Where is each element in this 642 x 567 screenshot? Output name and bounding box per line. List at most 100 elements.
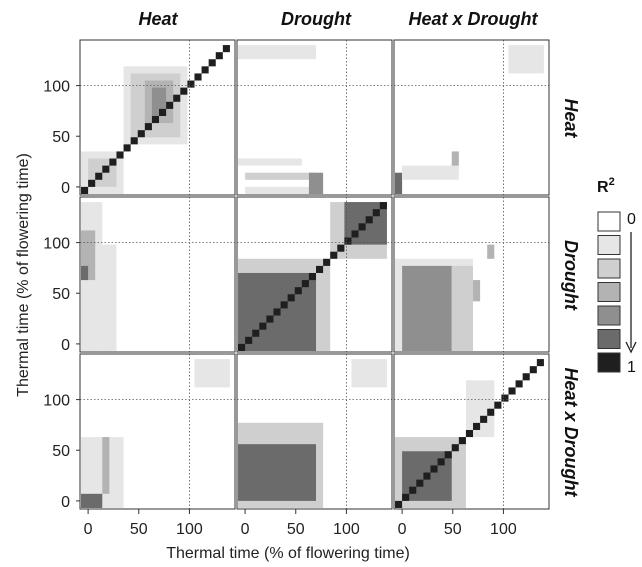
heatmap-cell-diagonal — [451, 444, 459, 452]
x-tick-label: 100 — [333, 521, 360, 538]
y-tick-label: 50 — [52, 129, 70, 146]
heatmap-cell-diagonal — [536, 359, 544, 367]
heatmap-cell-diagonal — [323, 258, 331, 266]
heatmap-cell-diagonal — [238, 343, 246, 351]
heatmap-cell-diagonal — [344, 237, 352, 245]
legend-swatch — [597, 211, 621, 232]
heatmap-cell-diagonal — [173, 94, 181, 102]
heatmap-cell-diagonal — [351, 230, 359, 238]
heatmap-cell-diagonal — [137, 130, 145, 138]
heatmap-cell-diagonal — [522, 373, 530, 381]
heatmap-cell-diagonal — [437, 458, 445, 466]
heatmap-cell-diagonal — [316, 265, 324, 273]
panel-1 — [236, 39, 393, 196]
legend-swatch — [597, 329, 621, 349]
column-titles: Heat Drought Heat x Drought — [138, 9, 538, 29]
heatmap-cell-diagonal — [102, 165, 110, 173]
heatmap-cell-block — [402, 265, 452, 351]
row-title-heat: Heat — [561, 98, 581, 138]
heatmap-cell-diagonal — [365, 216, 373, 224]
heatmap-cell-block — [81, 265, 89, 281]
heatmap-cell-diagonal — [501, 394, 509, 402]
x-tick-label: 50 — [130, 521, 148, 538]
legend-swatch — [597, 282, 621, 302]
panel-7 — [236, 353, 393, 510]
heatmap-cell-diagonal — [379, 202, 387, 210]
y-tick-label: 50 — [52, 443, 70, 460]
heatmap-cell-diagonal — [81, 186, 89, 194]
heatmap-cell-diagonal — [201, 66, 209, 74]
heatmap-cell-diagonal — [280, 301, 288, 309]
heatmap-cell-diagonal — [487, 408, 495, 416]
panel-frame — [236, 196, 393, 353]
heatmap-cell-diagonal — [151, 115, 160, 124]
x-tick-label: 50 — [444, 521, 462, 538]
heatmap-cell-block — [194, 359, 230, 388]
heatmap-cell-diagonal — [109, 158, 117, 166]
heatmap-cell-block — [508, 45, 544, 74]
heatmap-cell-diagonal — [416, 479, 424, 487]
heatmap-cell-block — [451, 151, 459, 166]
y-tick-label: 100 — [43, 236, 70, 253]
heatmap-cell-block — [245, 172, 317, 180]
heatmap-cell-diagonal — [95, 172, 103, 180]
panel-frame — [393, 196, 550, 353]
heatmap-cell-diagonal — [144, 123, 152, 131]
panel-frame — [79, 39, 236, 196]
heatmap-cell-diagonal — [465, 429, 474, 438]
heatmap-panels — [79, 39, 550, 510]
heatmap-cell-diagonal — [423, 472, 431, 480]
legend-top-label: 0 — [627, 211, 636, 228]
x-tick-label: 100 — [176, 521, 203, 538]
legend-arrow-head — [625, 341, 637, 354]
legend-swatches — [597, 211, 621, 373]
y-tick-label: 0 — [61, 180, 70, 197]
heatmap-cell-diagonal — [430, 465, 438, 473]
row-title-heat-x-drought: Heat x Drought — [561, 367, 581, 497]
heatmap-cell-diagonal — [402, 493, 410, 501]
heatmap-cell-diagonal — [358, 223, 366, 231]
x-axis-label: Thermal time (% of flowering time) — [166, 545, 410, 562]
panel-4 — [236, 196, 393, 353]
heatmap-cell-block — [451, 265, 474, 351]
panel-background — [237, 40, 392, 195]
legend-title-superscript: 2 — [609, 176, 615, 188]
x-tick-label: 0 — [241, 521, 250, 538]
heatmap-cell-block — [487, 244, 495, 259]
panel-frame — [393, 39, 550, 196]
heatmap-cell-diagonal — [372, 209, 380, 217]
heatmap-cell-block — [473, 280, 481, 302]
heatmap-cell-diagonal — [273, 308, 281, 316]
heatmap-cell-diagonal — [301, 280, 309, 288]
panel-8 — [393, 353, 550, 510]
column-title-drought: Drought — [281, 9, 352, 29]
panel-frame — [236, 353, 393, 510]
legend-swatch — [597, 258, 621, 279]
row-titles: Heat Drought Heat x Drought — [561, 98, 581, 497]
heatmap-cell-diagonal — [308, 272, 317, 281]
legend-swatch — [597, 352, 621, 373]
panel-6 — [79, 353, 236, 510]
heatmap-cell-diagonal — [180, 87, 188, 95]
heatmap-cell-diagonal — [473, 422, 481, 430]
heatmap-cell-diagonal — [330, 251, 338, 259]
heatmap-cell-diagonal — [130, 137, 138, 145]
x-tick-labels: 0 50 100 0 50 100 0 50 100 — [84, 509, 517, 538]
heatmap-cell-diagonal — [159, 108, 167, 116]
heatmap-cell-diagonal — [458, 437, 466, 445]
heatmap-cell-diagonal — [395, 500, 403, 508]
column-title-heat-x-drought: Heat x Drought — [408, 9, 538, 29]
heatmap-cell-block — [238, 444, 317, 501]
x-tick-label: 0 — [84, 521, 93, 538]
heatmap-cell-diagonal — [287, 294, 295, 302]
r2-legend: R2 0 1 — [597, 176, 637, 376]
heatmap-cell-diagonal — [480, 415, 488, 423]
heatmap-cell-diagonal — [252, 329, 260, 337]
heatmap-cell-block — [238, 158, 302, 166]
legend-swatch — [597, 305, 621, 326]
heatmap-cell-diagonal — [187, 80, 195, 88]
heatmap-cell-diagonal — [494, 401, 502, 409]
legend-title: R2 — [597, 176, 615, 196]
x-tick-label: 50 — [287, 521, 305, 538]
heatmap-cell-block — [402, 165, 459, 180]
